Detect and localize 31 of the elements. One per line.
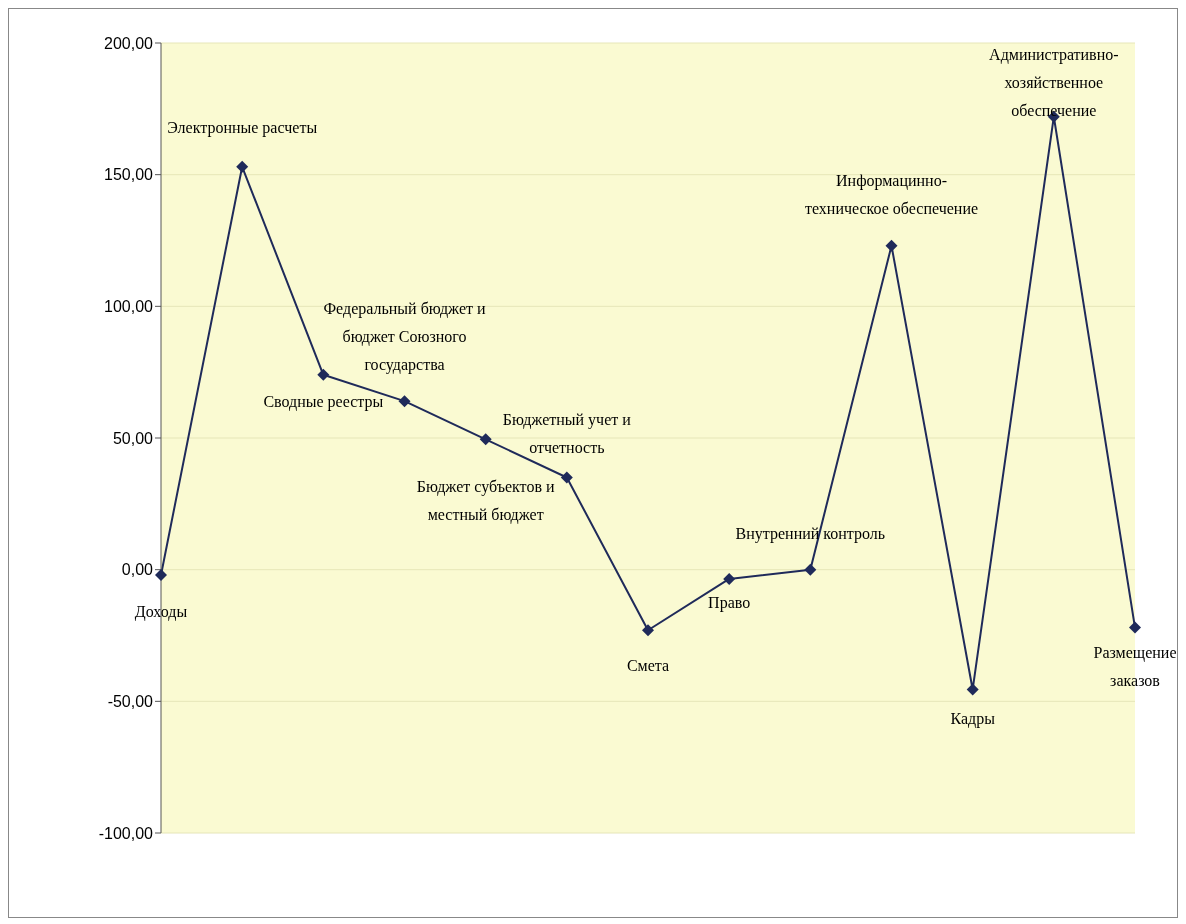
point — [642, 624, 654, 637]
point — [155, 568, 167, 581]
y-tick-label: 100,00 — [104, 298, 154, 316]
x-tick-label: Бюджетный учет и отчетность — [502, 410, 632, 455]
x-tick-label: Смета — [626, 656, 670, 674]
point — [804, 563, 817, 576]
y-tick-label: 200,00 — [104, 34, 154, 52]
x-tick-label: Электронные расчеты — [167, 118, 318, 137]
point — [398, 395, 411, 408]
y-tick-label: 0,00 — [121, 561, 154, 579]
y-tick-label: -100,00 — [98, 824, 154, 842]
x-tick-label: Информацинно-техническое обеспечение — [804, 171, 979, 217]
point — [317, 368, 330, 381]
point — [479, 433, 492, 446]
x-tick-label: Бюджет субъектов и местный бюджет — [416, 477, 555, 524]
point — [236, 160, 249, 173]
x-tick-label: Внутренний контроль — [735, 524, 886, 543]
point — [885, 239, 898, 252]
x-tick-label: Право — [708, 593, 751, 612]
x-tick-label: Размещение заказов — [1093, 643, 1177, 689]
x-tick-label: Федеральный бюджет и бюджет Союзного государства — [323, 299, 486, 374]
y-tick-label: 150,00 — [104, 166, 154, 184]
point — [723, 572, 736, 585]
x-tick-label: Кадры — [950, 709, 996, 728]
x-tick-label: Сводные реестры — [263, 392, 384, 411]
x-tick-label: Доходы — [134, 602, 188, 621]
x-tick-label: Административно-хозяйственное обеспечение — [989, 45, 1119, 119]
point — [560, 471, 573, 484]
point — [1129, 621, 1141, 634]
y-tick-label: 50,00 — [112, 429, 154, 447]
y-tick-label: -50,00 — [107, 693, 154, 711]
